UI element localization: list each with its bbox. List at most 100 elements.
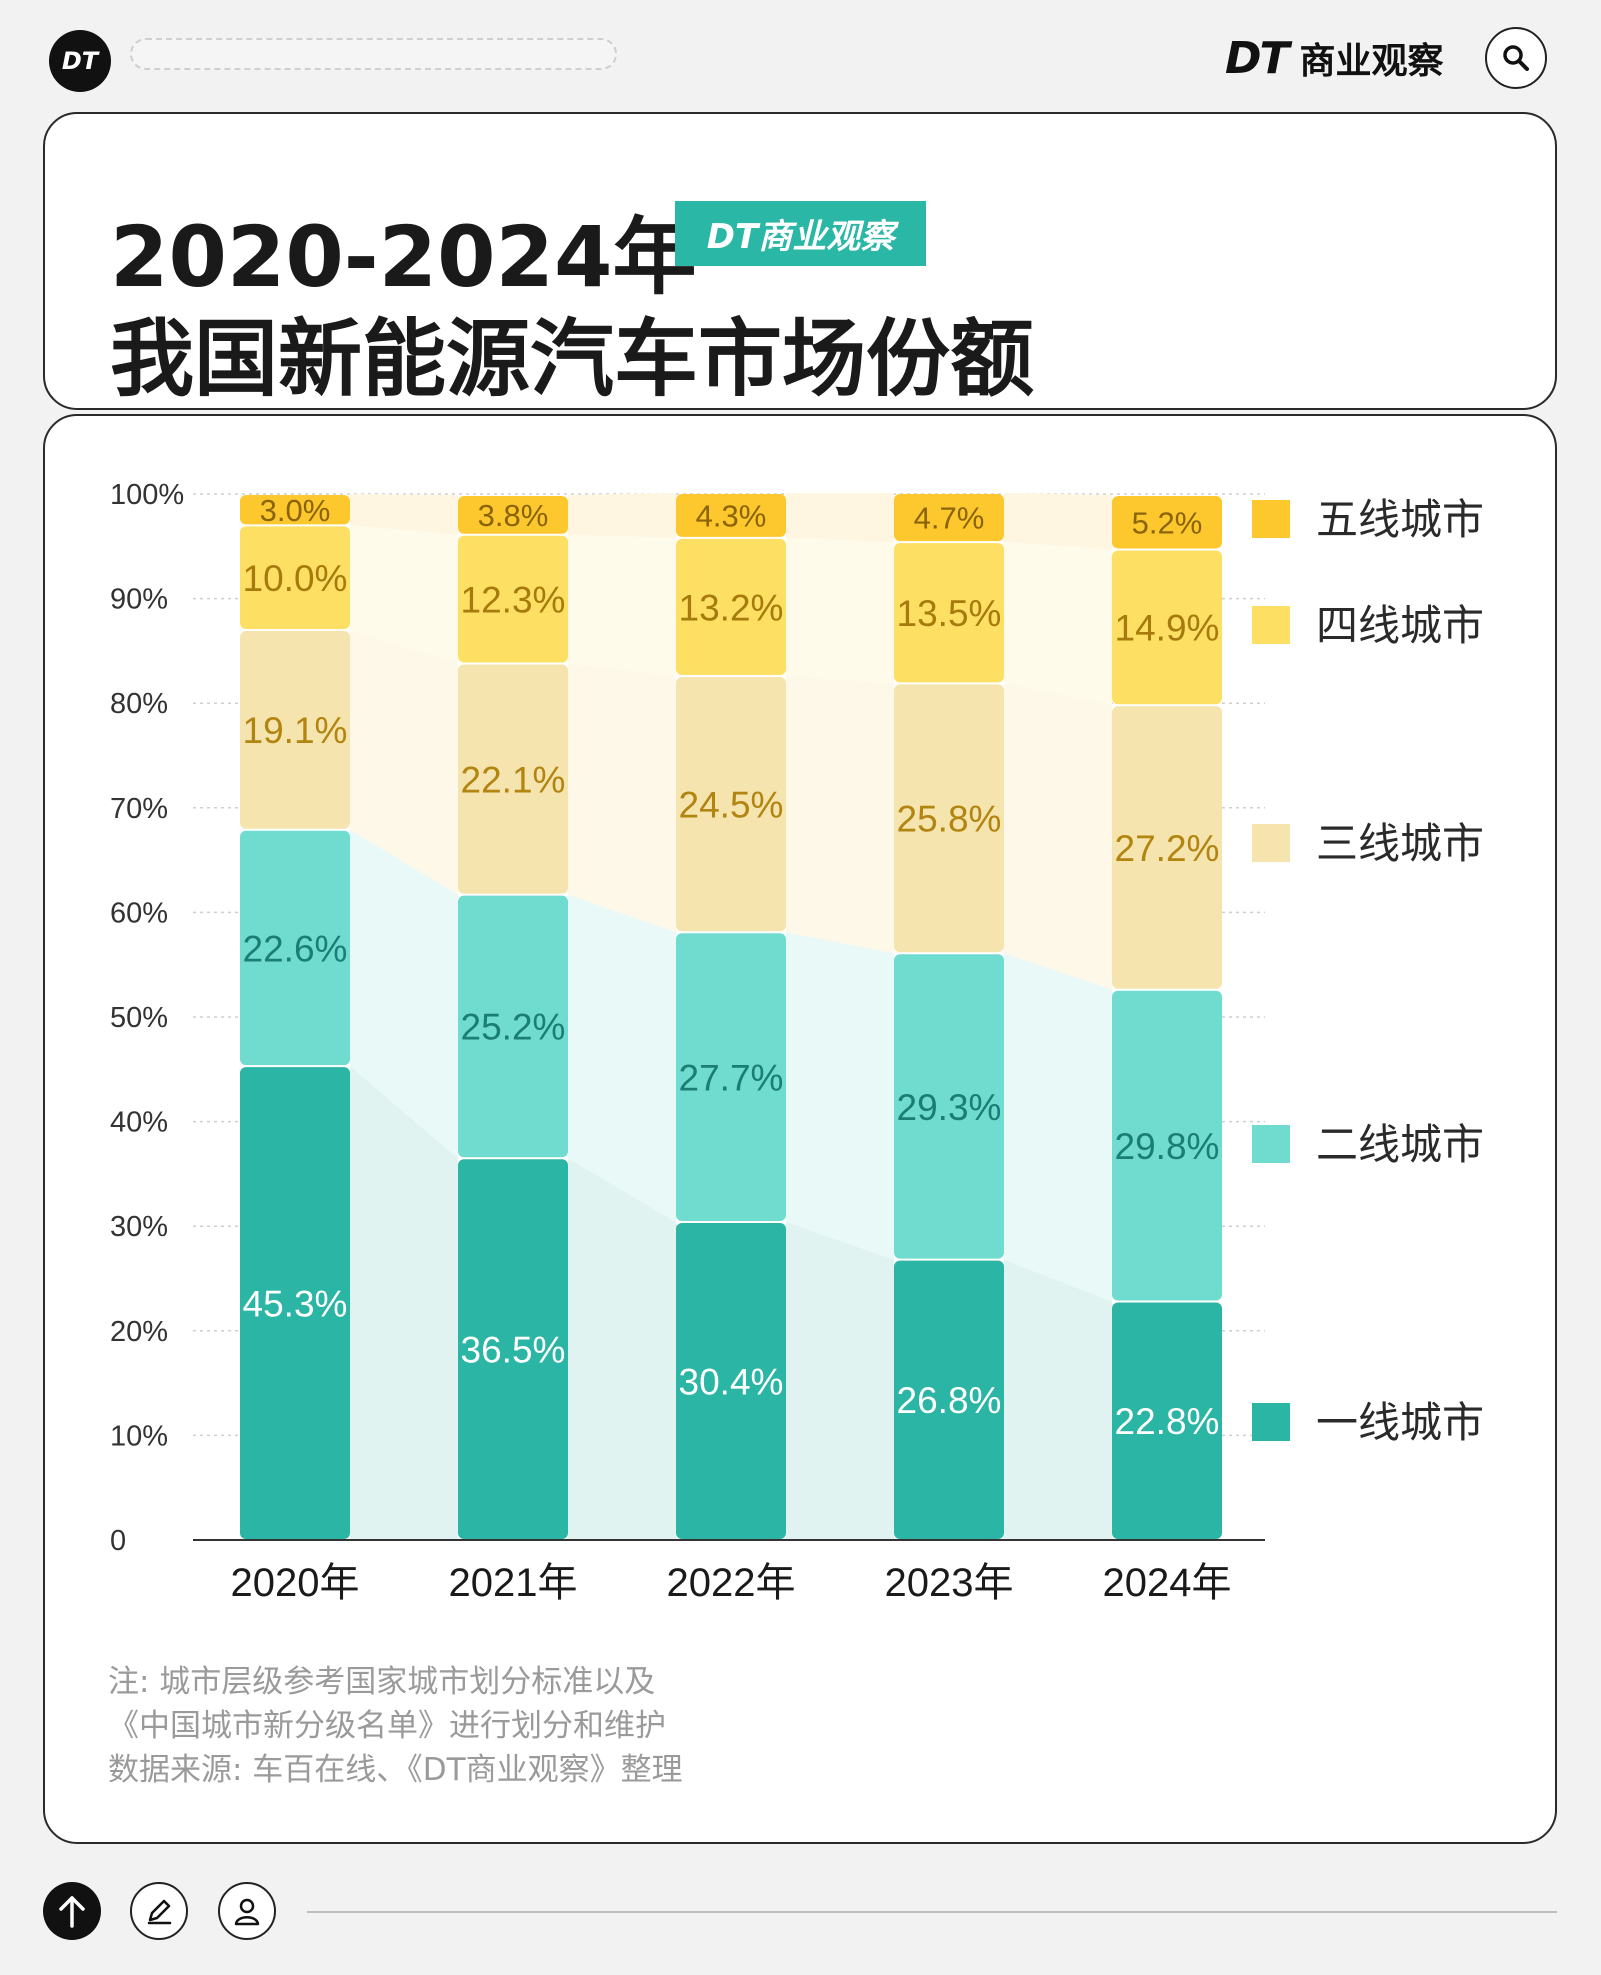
data-label: 29.3% bbox=[897, 1087, 1002, 1128]
page-subtitle: 我国新能源汽车市场份额 bbox=[110, 310, 1035, 408]
data-label: 22.8% bbox=[1115, 1401, 1220, 1442]
data-label: 27.2% bbox=[1115, 828, 1220, 869]
bar-segment bbox=[458, 535, 568, 663]
data-label: 26.8% bbox=[897, 1380, 1002, 1421]
data-label: 13.2% bbox=[679, 587, 784, 628]
ribbon bbox=[568, 492, 676, 538]
ribbon bbox=[568, 534, 676, 677]
bar-segment bbox=[894, 493, 1004, 542]
data-label: 29.8% bbox=[1115, 1126, 1220, 1167]
legend-swatch bbox=[1252, 606, 1290, 644]
y-tick-label: 30% bbox=[110, 1211, 168, 1243]
bar-segment bbox=[894, 543, 1004, 683]
data-label: 45.3% bbox=[243, 1283, 348, 1324]
data-label: 25.2% bbox=[461, 1007, 566, 1048]
data-label: 3.8% bbox=[478, 498, 549, 533]
data-label: 13.5% bbox=[897, 593, 1002, 634]
data-label: 4.7% bbox=[914, 501, 985, 536]
bar-segment bbox=[240, 630, 350, 829]
legend-swatch bbox=[1252, 824, 1290, 862]
ribbon bbox=[1004, 542, 1112, 706]
ribbon bbox=[350, 525, 458, 664]
top-bar: DT DT 商业观察 bbox=[0, 0, 1601, 110]
bar-segment bbox=[1112, 990, 1222, 1301]
ribbon bbox=[786, 537, 894, 684]
bar-segment bbox=[1112, 496, 1222, 549]
ribbon bbox=[350, 629, 458, 895]
data-label: 30.4% bbox=[679, 1361, 784, 1402]
brand: DT 商业观察 bbox=[1225, 30, 1444, 86]
y-tick-label: 40% bbox=[110, 1107, 168, 1139]
legend-swatch bbox=[1252, 1403, 1290, 1441]
title-badge: DT商业观察 bbox=[675, 201, 926, 266]
y-tick-label: 80% bbox=[110, 688, 168, 720]
legend-label: 三线城市 bbox=[1316, 820, 1484, 867]
bar-segment bbox=[676, 493, 786, 537]
bar-segment bbox=[458, 496, 568, 534]
legend-label: 二线城市 bbox=[1316, 1121, 1484, 1168]
data-label: 22.1% bbox=[461, 759, 566, 800]
data-label: 24.5% bbox=[679, 784, 784, 825]
data-label: 3.0% bbox=[260, 493, 331, 528]
legend-swatch bbox=[1252, 500, 1290, 538]
y-tick-label: 60% bbox=[110, 897, 168, 929]
bar-segment bbox=[676, 538, 786, 676]
data-label: 22.6% bbox=[243, 928, 348, 969]
bar-segment bbox=[894, 954, 1004, 1259]
edit-button[interactable] bbox=[130, 1882, 188, 1940]
bar-segment bbox=[894, 1260, 1004, 1539]
source-line: 数据来源: 车百在线、《DT商业观察》整理 bbox=[108, 1752, 683, 1788]
x-tick-label: 2022年 bbox=[667, 1561, 796, 1605]
data-label: 5.2% bbox=[1132, 505, 1203, 540]
brand-name: 商业观察 bbox=[1299, 41, 1444, 82]
x-tick-label: 2023年 bbox=[885, 1561, 1014, 1605]
ribbon bbox=[786, 1222, 894, 1540]
legend-label: 五线城市 bbox=[1316, 496, 1484, 543]
bar-segment bbox=[676, 933, 786, 1222]
search-button[interactable] bbox=[1485, 27, 1547, 89]
bar-segment bbox=[894, 684, 1004, 953]
bar-segment bbox=[458, 664, 568, 894]
y-tick-label: 0 bbox=[110, 1525, 126, 1557]
bar-segment bbox=[676, 677, 786, 932]
user-icon bbox=[234, 1898, 260, 1926]
ribbon bbox=[786, 932, 894, 1260]
data-label: 12.3% bbox=[461, 579, 566, 620]
x-tick-label: 2020年 bbox=[231, 1561, 360, 1605]
legend-label: 一线城市 bbox=[1316, 1399, 1484, 1446]
ribbon bbox=[350, 1066, 458, 1540]
bottom-divider bbox=[307, 1911, 1557, 1913]
x-tick-label: 2024年 bbox=[1103, 1561, 1232, 1605]
bar-segment bbox=[458, 1159, 568, 1539]
scroll-top-button[interactable] bbox=[43, 1882, 101, 1940]
bar-segment bbox=[240, 830, 350, 1066]
bar-segment bbox=[240, 495, 350, 525]
data-label: 4.3% bbox=[696, 499, 767, 534]
stacked-bar-chart: 0 10% 20% 30% 40% 50% 60% 70% 80% 90% 100% 45.3% 22.… bbox=[110, 479, 1484, 1605]
top-search-pill[interactable] bbox=[130, 38, 617, 70]
y-tick-label: 50% bbox=[110, 1002, 168, 1034]
note-line: 注: 城市层级参考国家城市划分标准以及 bbox=[108, 1664, 656, 1700]
brand-mark: DT bbox=[1225, 32, 1290, 84]
y-tick-label: 20% bbox=[110, 1316, 168, 1348]
y-tick-label: 70% bbox=[110, 793, 168, 825]
user-button[interactable] bbox=[218, 1882, 276, 1940]
y-tick-label: 100% bbox=[110, 479, 184, 511]
data-label: 10.0% bbox=[243, 558, 348, 599]
ribbon bbox=[350, 494, 458, 535]
ribbon bbox=[786, 676, 894, 954]
dt-logo[interactable]: DT bbox=[49, 30, 111, 92]
note-line: 《中国城市新分级名单》进行划分和维护 bbox=[108, 1708, 666, 1744]
ribbon bbox=[786, 492, 894, 543]
ribbon bbox=[568, 894, 676, 1223]
search-icon bbox=[1503, 45, 1529, 71]
ribbon bbox=[1004, 683, 1112, 990]
y-tick-label: 10% bbox=[110, 1420, 168, 1452]
legend-label: 四线城市 bbox=[1316, 602, 1484, 649]
y-tick-label: 90% bbox=[110, 584, 168, 616]
data-label: 36.5% bbox=[461, 1329, 566, 1370]
ribbon bbox=[568, 1158, 676, 1540]
bar-segment bbox=[240, 526, 350, 629]
data-label: 19.1% bbox=[243, 710, 348, 751]
ribbon bbox=[1004, 1259, 1112, 1540]
